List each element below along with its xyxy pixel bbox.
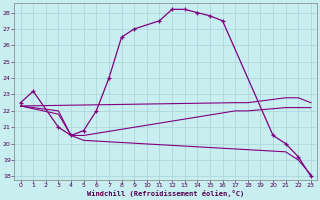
- X-axis label: Windchill (Refroidissement éolien,°C): Windchill (Refroidissement éolien,°C): [87, 190, 244, 197]
